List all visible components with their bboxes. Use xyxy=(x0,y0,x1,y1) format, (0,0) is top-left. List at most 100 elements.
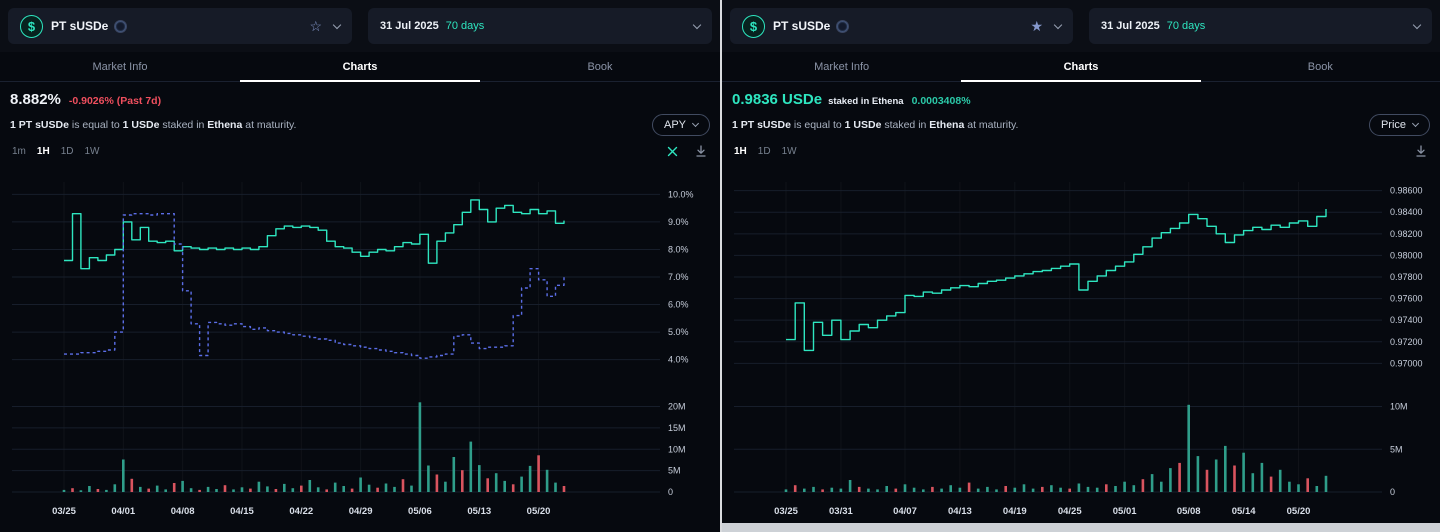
token-name: PT sUSDe xyxy=(773,19,831,33)
svg-text:05/20: 05/20 xyxy=(1287,506,1311,517)
svg-text:20M: 20M xyxy=(668,402,686,412)
description-row: 1 PT sUSDe is equal to 1 USDe staked in … xyxy=(722,108,1440,138)
favorite-star-icon[interactable]: ☆ xyxy=(309,18,322,34)
timeframe-1w[interactable]: 1W xyxy=(84,145,100,157)
token-selector[interactable]: $ PT sUSDe ☆ xyxy=(8,8,352,44)
svg-text:7.0%: 7.0% xyxy=(668,272,689,282)
svg-text:04/25: 04/25 xyxy=(1058,506,1082,517)
desc-text: at maturity. xyxy=(242,118,297,131)
market-description: 1 PT sUSDe is equal to 1 USDe staked in … xyxy=(10,119,296,131)
svg-text:05/08: 05/08 xyxy=(1177,506,1201,517)
svg-text:0.97600: 0.97600 xyxy=(1390,294,1423,304)
timeframe-row: 1H 1D 1W xyxy=(722,138,1440,162)
desc-text: is equal to xyxy=(790,118,845,131)
svg-text:0.98400: 0.98400 xyxy=(1390,207,1423,217)
svg-text:10.0%: 10.0% xyxy=(668,189,694,199)
tab-charts[interactable]: Charts xyxy=(240,52,480,82)
download-icon[interactable] xyxy=(694,144,708,158)
timeframe-1d[interactable]: 1D xyxy=(60,145,74,157)
timeframe-1m[interactable]: 1m xyxy=(12,145,26,157)
desc-token: 1 PT sUSDe xyxy=(10,118,69,131)
desc-text: staked in xyxy=(159,118,208,131)
ethena-badge-icon xyxy=(114,19,128,33)
maturity-selector[interactable]: 31 Jul 2025 70 days xyxy=(368,8,712,44)
dollar-glyph: $ xyxy=(749,18,758,34)
desc-token: 1 PT sUSDe xyxy=(732,118,791,131)
svg-text:04/19: 04/19 xyxy=(1003,506,1027,517)
maturity-selector[interactable]: 31 Jul 2025 70 days xyxy=(1089,8,1432,44)
tab-bar: Market Info Charts Book xyxy=(722,52,1440,82)
market-description: 1 PT sUSDe is equal to 1 USDe staked in … xyxy=(732,119,1018,131)
chevron-down-icon xyxy=(332,20,342,29)
panel-header: $ PT sUSDe ☆ 31 Jul 2025 70 days xyxy=(0,0,720,52)
desc-text: staked in xyxy=(881,118,930,131)
token-selector[interactable]: $ PT sUSDe ★ xyxy=(730,8,1073,44)
timeframe-1h[interactable]: 1H xyxy=(36,145,50,157)
svg-text:04/07: 04/07 xyxy=(893,506,917,517)
timeframe-1d[interactable]: 1D xyxy=(757,145,771,157)
token-coin-icon: $ xyxy=(742,14,765,38)
metric-label: APY xyxy=(663,118,686,131)
dollar-glyph: $ xyxy=(27,18,36,34)
maturity-date: 31 Jul 2025 xyxy=(380,20,439,32)
svg-text:05/13: 05/13 xyxy=(467,506,491,517)
metric-dropdown-apy[interactable]: APY xyxy=(651,113,710,136)
price-note: staked in Ethena xyxy=(828,96,904,107)
svg-text:0.97000: 0.97000 xyxy=(1390,358,1423,368)
svg-text:04/01: 04/01 xyxy=(111,506,135,517)
metric-dropdown-price[interactable]: Price xyxy=(1368,113,1430,136)
svg-text:10M: 10M xyxy=(668,444,686,454)
svg-text:0.98600: 0.98600 xyxy=(1390,186,1423,196)
panel-header: $ PT sUSDe ★ 31 Jul 2025 70 days xyxy=(722,0,1440,52)
svg-text:04/15: 04/15 xyxy=(230,506,254,517)
desc-protocol: Ethena xyxy=(207,118,243,131)
svg-text:04/13: 04/13 xyxy=(948,506,972,517)
svg-text:5M: 5M xyxy=(668,466,681,476)
tab-label: Charts xyxy=(1063,60,1099,73)
tab-label: Book xyxy=(587,60,613,73)
tab-charts[interactable]: Charts xyxy=(961,52,1201,82)
tab-bar: Market Info Charts Book xyxy=(0,52,720,82)
svg-text:0: 0 xyxy=(668,487,673,497)
svg-text:0.98200: 0.98200 xyxy=(1390,229,1423,239)
tab-label: Market Info xyxy=(814,60,870,73)
svg-text:5M: 5M xyxy=(1390,444,1403,454)
tab-book[interactable]: Book xyxy=(1201,52,1440,81)
price-value: 0.9836 USDe xyxy=(732,91,823,108)
tab-label: Charts xyxy=(342,60,378,73)
svg-text:05/06: 05/06 xyxy=(408,506,432,517)
horizontal-scrollbar[interactable] xyxy=(722,523,1440,532)
svg-text:4.0%: 4.0% xyxy=(668,355,689,365)
timeframe-1w[interactable]: 1W xyxy=(781,145,797,157)
chevron-down-icon xyxy=(1053,20,1063,29)
favorite-star-icon[interactable]: ★ xyxy=(1030,18,1043,34)
svg-text:04/22: 04/22 xyxy=(289,506,313,517)
svg-text:0.97200: 0.97200 xyxy=(1390,337,1423,347)
metric-label: Price xyxy=(1380,118,1406,131)
svg-text:0.97800: 0.97800 xyxy=(1390,272,1423,282)
svg-text:04/29: 04/29 xyxy=(349,506,373,517)
days-to-maturity: 70 days xyxy=(1166,20,1206,32)
timeframe-row: 1m 1H 1D 1W xyxy=(0,138,720,162)
desc-text: at maturity. xyxy=(964,118,1019,131)
compare-icon[interactable] xyxy=(666,145,679,158)
desc-text: is equal to xyxy=(68,118,123,131)
tab-market-info[interactable]: Market Info xyxy=(722,52,961,81)
timeframe-1h[interactable]: 1H xyxy=(734,145,747,157)
market-panel-apy: $ PT sUSDe ☆ 31 Jul 2025 70 days Market … xyxy=(0,0,720,530)
stats-row: 0.9836 USDe staked in Ethena 0.0003408% xyxy=(722,82,1440,108)
svg-text:10M: 10M xyxy=(1390,402,1408,412)
desc-asset: 1 USDe xyxy=(844,118,882,131)
svg-text:9.0%: 9.0% xyxy=(668,217,689,227)
svg-text:0.98000: 0.98000 xyxy=(1390,250,1423,260)
tab-market-info[interactable]: Market Info xyxy=(0,52,240,81)
stats-row: 8.882% -0.9026% (Past 7d) xyxy=(0,82,720,108)
svg-text:05/01: 05/01 xyxy=(1113,506,1137,517)
chevron-down-icon xyxy=(1412,20,1422,29)
tab-book[interactable]: Book xyxy=(480,52,720,81)
price-chart[interactable]: 03/25 03/31 04/07 04/13 04/19 04/25 05/01 05/08… xyxy=(726,162,1438,530)
svg-text:8.0%: 8.0% xyxy=(668,244,689,254)
download-icon[interactable] xyxy=(1414,144,1428,158)
apy-chart[interactable]: 03/25 04/01 04/08 04/15 04/22 04/29 05/06 05/13… xyxy=(4,162,716,530)
svg-text:03/31: 03/31 xyxy=(829,506,853,517)
